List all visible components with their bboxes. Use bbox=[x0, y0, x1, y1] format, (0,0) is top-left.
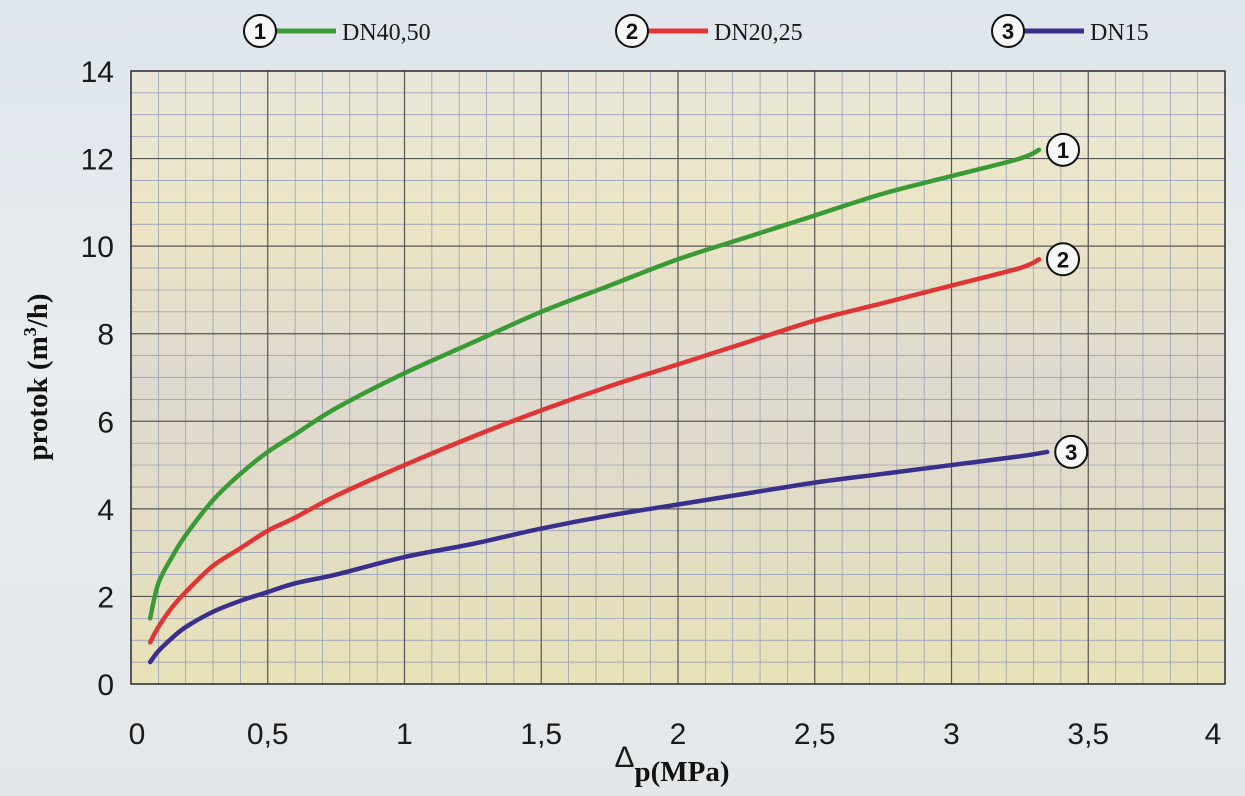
y-axis-label-main: protok (m bbox=[22, 336, 54, 460]
y-tick-label: 12 bbox=[81, 144, 114, 177]
legend-label: DN15 bbox=[1090, 20, 1149, 46]
y-tick-label: 8 bbox=[97, 319, 114, 352]
y-tick-label: 4 bbox=[97, 494, 114, 527]
x-axis-label-main: p(MPa) bbox=[635, 756, 730, 788]
x-axis-label: Δp(MPa) bbox=[614, 741, 729, 788]
legend-marker-label: 1 bbox=[254, 19, 266, 44]
x-axis-label-delta: Δ bbox=[614, 741, 634, 774]
series-line-1 bbox=[147, 147, 1042, 621]
x-tick-label: 4 bbox=[1205, 718, 1222, 751]
x-tick-label: 0 bbox=[129, 718, 146, 751]
x-tick-label: 3,5 bbox=[1067, 718, 1109, 751]
y-tick-label: 6 bbox=[97, 406, 114, 439]
y-tick-label: 2 bbox=[97, 581, 114, 614]
x-tick-label: 2 bbox=[670, 718, 687, 751]
series-end-marker-label: 2 bbox=[1057, 247, 1069, 272]
y-tick-label: 0 bbox=[97, 669, 114, 702]
legend-label: DN40,50 bbox=[342, 20, 431, 46]
series-end-markers: 1 2 3 bbox=[1046, 132, 1089, 469]
series-end-marker-label: 1 bbox=[1057, 138, 1069, 163]
series-end-marker-1 bbox=[1046, 132, 1081, 167]
legend-marker-3 bbox=[991, 14, 1025, 48]
y-axis-label-suffix: /h) bbox=[22, 293, 54, 328]
series-end-marker-label: 3 bbox=[1065, 440, 1077, 465]
legend-marker-label: 2 bbox=[626, 19, 638, 44]
y-axis-label: protok (m3/h) bbox=[20, 293, 54, 460]
y-axis-label-sup: 3 bbox=[20, 327, 40, 336]
y-tick-label: 14 bbox=[81, 56, 114, 89]
x-tick-label: 0,5 bbox=[247, 718, 289, 751]
legend-marker-1 bbox=[243, 14, 277, 48]
series-line-2 bbox=[147, 257, 1042, 645]
x-axis-ticks: 0 0,5 1 1,5 2 2,5 3 3,5 4 bbox=[129, 718, 1222, 751]
y-axis-ticks: 0 2 4 6 8 10 12 14 bbox=[81, 56, 114, 702]
legend-label: DN20,25 bbox=[714, 20, 803, 46]
series-line-3 bbox=[147, 449, 1050, 665]
y-tick-label: 10 bbox=[81, 231, 114, 264]
legend-marker-2 bbox=[615, 14, 649, 48]
x-tick-label: 3 bbox=[943, 718, 960, 751]
series-lines bbox=[147, 147, 1050, 665]
x-tick-label: 1,5 bbox=[520, 718, 562, 751]
series-end-marker-3 bbox=[1054, 434, 1089, 469]
series-end-marker-2 bbox=[1046, 242, 1081, 277]
legend: 1 DN40,50 2 DN20,25 3 DN15 bbox=[243, 14, 1149, 48]
plot-border bbox=[130, 70, 1226, 685]
x-tick-label: 2,5 bbox=[794, 718, 836, 751]
x-tick-label: 1 bbox=[396, 718, 413, 751]
legend-marker-label: 3 bbox=[1002, 19, 1014, 44]
